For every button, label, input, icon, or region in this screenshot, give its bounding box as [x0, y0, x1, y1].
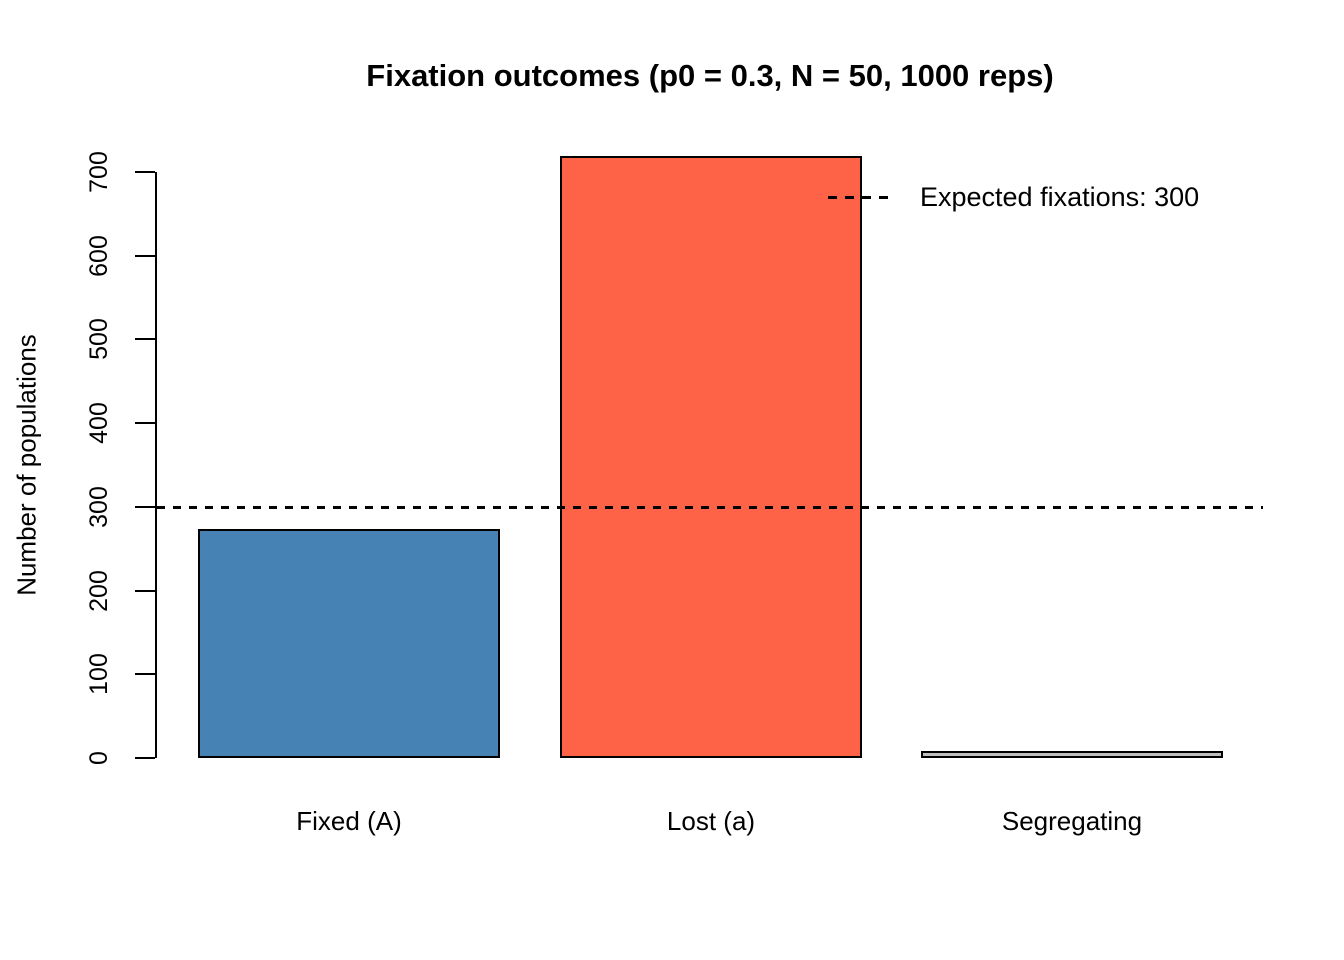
y-tick-mark — [135, 589, 155, 592]
legend-label: Expected fixations: 300 — [920, 181, 1200, 212]
y-tick-mark — [135, 171, 155, 173]
x-axis-label: Fixed (A) — [296, 806, 402, 836]
y-tick-label: 300 — [85, 485, 113, 528]
x-axis-label: Segregating — [1001, 806, 1143, 836]
y-tick-label: 100 — [85, 653, 113, 696]
dashed-line-key-icon — [828, 195, 890, 199]
bar-lost-a — [560, 156, 862, 758]
y-tick-mark — [135, 254, 155, 257]
y-tick-label: 0 — [85, 751, 113, 765]
bar-fixed-a — [198, 529, 500, 758]
y-tick-label: 700 — [85, 151, 113, 193]
y-tick-label: 200 — [85, 569, 113, 612]
x-axis-label: Lost (a) — [666, 806, 756, 836]
y-tick-mark — [135, 338, 155, 341]
y-axis-title: Number of populations — [11, 334, 42, 596]
y-tick-label: 500 — [85, 318, 113, 361]
y-tick-label: 600 — [85, 234, 113, 277]
plot-area: 0 100 200 300 400 500 600 700 Expected fixation… — [85, 151, 1263, 765]
y-axis-line — [155, 172, 157, 758]
expected-fixations-line — [157, 505, 1263, 509]
chart-title: Fixation outcomes (p0 = 0.3, N = 50, 100… — [366, 58, 1054, 93]
y-tick-mark — [135, 757, 155, 759]
y-tick-mark — [135, 422, 155, 425]
y-tick-mark — [135, 505, 155, 508]
legend: Expected fixations: 300 — [828, 181, 1200, 212]
x-axis-labels: Fixed (A) Lost (a) Segregating — [157, 806, 1263, 838]
y-tick-label: 400 — [85, 402, 113, 444]
bar-segregating — [921, 751, 1223, 758]
y-tick-mark — [135, 673, 155, 676]
